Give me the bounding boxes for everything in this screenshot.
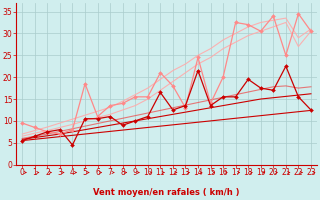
X-axis label: Vent moyen/en rafales ( km/h ): Vent moyen/en rafales ( km/h )	[93, 188, 240, 197]
